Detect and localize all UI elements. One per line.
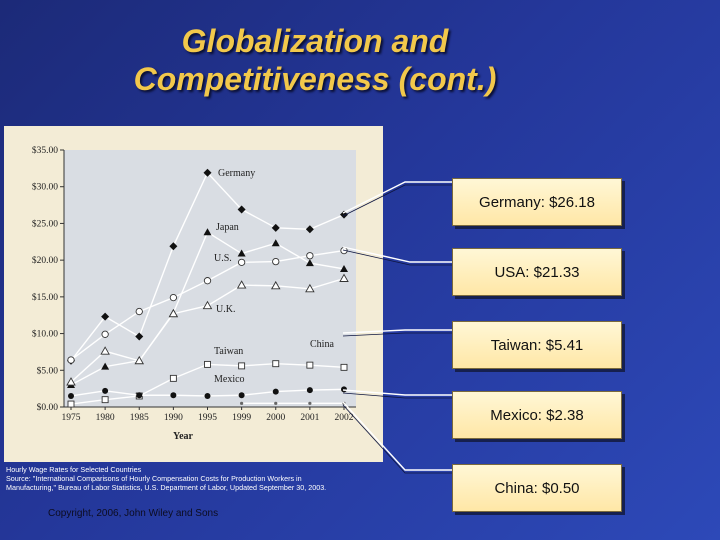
source-note: Hourly Wage Rates for Selected Countries… (6, 465, 386, 492)
series-label-japan: Japan (216, 222, 239, 233)
point-mexico (341, 386, 347, 393)
point-mexico (170, 392, 177, 399)
point-japan (271, 239, 280, 247)
point-us (135, 307, 143, 316)
point-taiwan (204, 360, 211, 368)
point-china (342, 401, 346, 405)
point-us (340, 246, 348, 255)
source-line-1: Hourly Wage Rates for Selected Countries (6, 465, 142, 474)
point-china (308, 401, 312, 405)
point-mexico (238, 392, 245, 399)
point-germany (305, 225, 314, 234)
point-uk (100, 346, 110, 355)
point-germany (203, 168, 212, 177)
title-line-2: Competitiveness (cont.) (133, 61, 497, 97)
x-tick-label: 2000 (266, 413, 285, 423)
point-uk (339, 273, 349, 282)
callout-china-text: China: $0.50 (494, 479, 580, 497)
point-mexico (68, 392, 74, 399)
x-tick-label: 1980 (96, 413, 115, 423)
point-uk (202, 300, 213, 310)
series-label-mexico: Mexico (214, 374, 245, 385)
point-germany (237, 205, 246, 214)
y-tick-label: $10.00 (32, 329, 58, 340)
series-label-germany: Germany (218, 168, 255, 179)
point-japan (203, 228, 212, 236)
callout-germany: Germany: $26.18 (452, 178, 622, 226)
point-us (101, 330, 109, 338)
x-tick-label: 1999 (232, 413, 251, 423)
y-tick-label: $0.00 (37, 402, 59, 413)
point-taiwan (67, 400, 75, 408)
point-germany (271, 223, 280, 232)
callout-taiwan: Taiwan: $5.41 (452, 321, 622, 369)
point-taiwan (272, 360, 280, 368)
point-mexico (306, 387, 313, 394)
point-taiwan (101, 396, 109, 404)
series-label-china: China (310, 339, 334, 350)
point-us (306, 252, 314, 260)
y-tick-label: $15.00 (32, 292, 58, 303)
copyright-notice: Copyright, 2006, John Wiley and Sons (48, 508, 219, 519)
y-tick-label: $5.00 (37, 365, 59, 376)
x-axis-label: Year (173, 431, 194, 442)
point-us (237, 258, 246, 266)
x-tick-label: 1995 (198, 413, 217, 423)
y-tick-label: $20.00 (32, 255, 58, 266)
point-japan (305, 259, 314, 267)
point-japan (237, 249, 246, 257)
callout-mexico-text: Mexico: $2.38 (490, 406, 584, 424)
point-mexico (204, 392, 211, 399)
callout-mexico: Mexico: $2.38 (452, 391, 622, 439)
point-mexico (272, 388, 279, 395)
x-tick-label: 2002 (335, 413, 354, 423)
callout-germany-text: Germany: $26.18 (479, 193, 595, 211)
point-uk (305, 283, 315, 293)
source-line-3: Manufacturing," Bureau of Labor Statisti… (6, 483, 327, 492)
y-tick-label: $25.00 (32, 218, 58, 229)
point-us (272, 257, 280, 266)
x-tick-label: 1975 (62, 413, 81, 423)
point-china (240, 401, 244, 405)
series-label-us: U.S. (214, 253, 232, 264)
x-tick-label: 2001 (300, 413, 319, 423)
y-tick-label: $35.00 (32, 145, 58, 156)
point-uk (168, 308, 179, 318)
callout-usa: USA: $21.33 (452, 248, 622, 296)
point-japan (340, 264, 348, 272)
point-germany (135, 332, 144, 341)
point-mexico (102, 387, 109, 394)
point-uk (236, 280, 247, 289)
point-china (274, 401, 278, 405)
point-germany (169, 242, 178, 251)
point-us (203, 277, 212, 285)
slide-title: Globalization and Competitiveness (cont.… (60, 22, 570, 98)
source-line-2: Source: "International Comparisons of Ho… (6, 474, 302, 483)
series-label-uk: U.K. (216, 304, 235, 315)
chart-panel: $0.00 $5.00 $10.00 $15.00 $20.00 $25.00 $30.00… (4, 126, 383, 462)
point-taiwan (306, 361, 314, 369)
callout-usa-text: USA: $21.33 (494, 263, 580, 281)
point-uk (66, 377, 76, 386)
point-taiwan (238, 362, 246, 370)
point-uk (270, 280, 281, 290)
callout-china: China: $0.50 (452, 464, 622, 512)
point-germany (101, 312, 110, 321)
callout-taiwan-text: Taiwan: $5.41 (490, 336, 584, 354)
point-mexico (136, 392, 143, 399)
point-us (169, 293, 178, 302)
y-tick-label: $30.00 (32, 182, 58, 193)
point-japan (101, 362, 110, 370)
point-taiwan (169, 374, 177, 382)
wage-line-chart: $0.00 $5.00 $10.00 $15.00 $20.00 $25.00 $30.00… (32, 145, 356, 442)
title-line-1: Globalization and (181, 23, 449, 59)
point-uk (134, 355, 145, 365)
x-tick-label: 1985 (130, 413, 149, 423)
series-label-taiwan: Taiwan (214, 346, 243, 357)
x-tick-label: 1990 (164, 413, 183, 423)
point-us (67, 356, 75, 364)
point-taiwan (340, 363, 348, 371)
